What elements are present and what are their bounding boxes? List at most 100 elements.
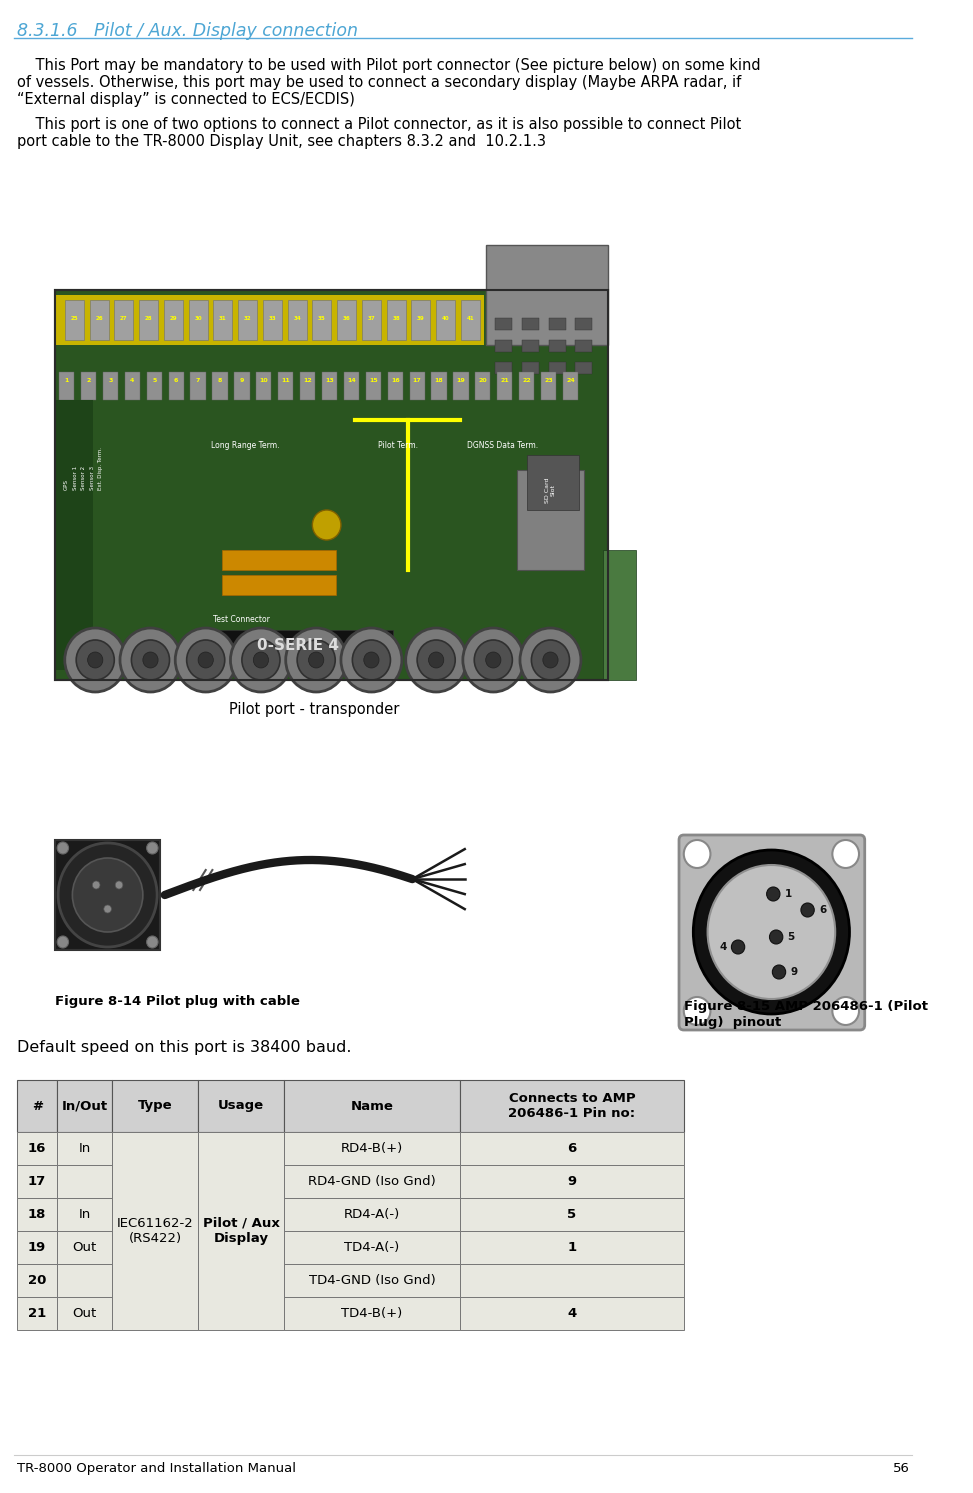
Bar [549,318,565,330]
Circle shape [253,652,269,667]
Bar [212,372,228,400]
Text: 4: 4 [567,1306,577,1320]
Text: 38: 38 [392,315,400,321]
Text: 21: 21 [500,378,509,382]
Bar [222,575,337,596]
Bar [460,1232,684,1265]
Bar [288,300,306,340]
Text: GPS: GPS [64,479,69,490]
Circle shape [428,652,444,667]
Text: 33: 33 [269,315,276,321]
Text: RD4-GND (Iso Gnd): RD4-GND (Iso Gnd) [308,1175,436,1188]
Circle shape [312,511,341,540]
Bar [57,1232,112,1265]
Bar [460,1165,684,1197]
Bar [526,455,579,511]
FancyBboxPatch shape [679,835,865,1030]
Circle shape [694,850,849,1014]
Bar [284,1232,460,1265]
Bar [284,1079,460,1132]
Bar [191,372,205,400]
Text: 19: 19 [28,1241,47,1254]
Bar [522,318,539,330]
Text: 12: 12 [304,378,312,382]
Bar [112,1079,198,1132]
Circle shape [520,629,581,691]
Text: 10: 10 [260,378,269,382]
Text: Name: Name [350,1099,393,1112]
Circle shape [147,936,158,948]
Circle shape [684,997,710,1026]
Bar [575,318,593,330]
Bar [55,290,607,679]
Text: 17: 17 [413,378,421,382]
Bar [362,300,381,340]
Bar [387,372,403,400]
Bar [284,1132,460,1165]
Bar [495,361,513,375]
Bar [410,372,425,400]
Text: 0-SERIE 4: 0-SERIE 4 [257,638,339,652]
Bar [234,372,249,400]
Circle shape [76,640,114,679]
Circle shape [341,629,402,691]
Text: Sensor 1: Sensor 1 [73,466,78,490]
Circle shape [115,881,123,888]
Text: 56: 56 [892,1462,910,1475]
Bar [495,340,513,352]
Text: Sensor 2: Sensor 2 [82,466,87,490]
Bar [284,1165,460,1197]
Text: 18: 18 [435,378,444,382]
Text: of vessels. Otherwise, this port may be used to connect a secondary display (May: of vessels. Otherwise, this port may be … [18,75,741,90]
Text: Long Range Term.: Long Range Term. [211,440,280,449]
Circle shape [104,905,112,914]
Text: 14: 14 [347,378,356,382]
Circle shape [474,640,513,679]
Text: 37: 37 [368,315,376,321]
Text: TD4-GND (Iso Gnd): TD4-GND (Iso Gnd) [308,1274,435,1287]
Bar [213,300,233,340]
Bar [460,1197,684,1232]
Text: TD4-A(-): TD4-A(-) [344,1241,400,1254]
Text: 24: 24 [566,378,575,382]
Text: 31: 31 [219,315,227,321]
Bar [55,400,93,670]
Bar [65,300,84,340]
Text: 26: 26 [95,315,103,321]
Text: 9: 9 [239,378,244,382]
Text: Test Connector: Test Connector [212,615,270,624]
Bar [460,1132,684,1165]
Circle shape [406,629,467,691]
Bar [57,1079,112,1132]
Text: 4: 4 [130,378,134,382]
Bar [147,372,162,400]
Bar [562,372,578,400]
Text: This port is one of two options to connect a Pilot connector, as it is also poss: This port is one of two options to conne… [18,116,741,131]
Text: 6: 6 [567,1142,577,1156]
Circle shape [486,652,501,667]
Circle shape [773,964,785,979]
Bar [55,841,160,950]
Text: 28: 28 [145,315,153,321]
Text: 40: 40 [442,315,450,321]
Bar [263,300,282,340]
Text: 6: 6 [819,905,826,915]
Bar [460,1079,684,1132]
Bar [453,372,469,400]
Text: 15: 15 [369,378,378,382]
Circle shape [131,640,169,679]
Bar [475,372,490,400]
Bar [278,372,293,400]
Bar [284,1197,460,1232]
Circle shape [801,903,814,917]
Text: 7: 7 [196,378,200,382]
Text: 1: 1 [785,888,792,899]
Text: Type: Type [138,1099,172,1112]
Circle shape [143,652,158,667]
Text: Connects to AMP
206486-1 Pin no:: Connects to AMP 206486-1 Pin no: [508,1091,635,1120]
Bar [57,1197,112,1232]
Circle shape [147,842,158,854]
Text: Ext. Disp. Term.: Ext. Disp. Term. [98,446,103,490]
Text: 9: 9 [567,1175,576,1188]
Circle shape [364,652,379,667]
